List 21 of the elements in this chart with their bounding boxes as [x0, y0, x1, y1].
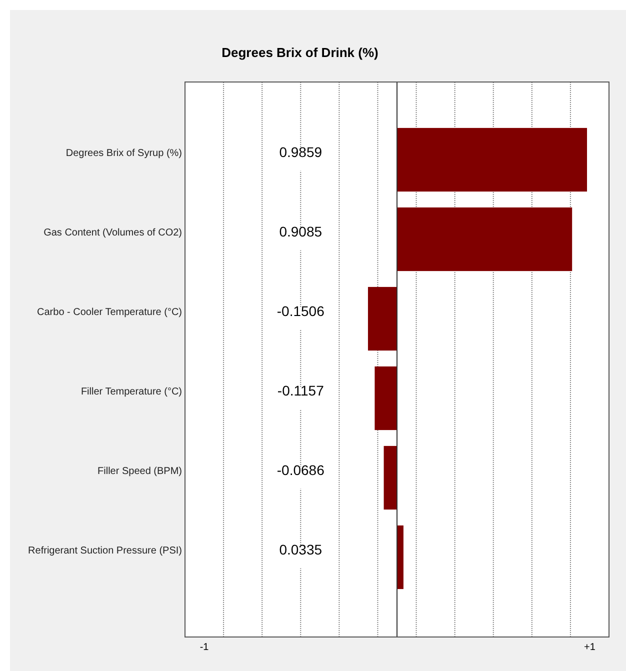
x-tick-label: -1	[200, 642, 210, 653]
data-label: -0.0686	[276, 462, 325, 478]
chart-title: Degrees Brix of Drink (%)	[222, 45, 378, 60]
x-tick-label: +1	[584, 642, 596, 653]
data-label: -0.1157	[277, 382, 324, 398]
bar	[374, 366, 397, 430]
bar	[397, 128, 588, 192]
data-label: 0.0335	[279, 541, 322, 558]
data-label: 0.9085	[279, 223, 322, 240]
y-tick-label: Carbo - Cooler Temperature (°C)	[37, 306, 182, 318]
data-label: 0.9859	[279, 144, 322, 160]
y-tick-label: Filler Temperature (°C)	[80, 386, 182, 398]
y-tick-label: Filler Speed (BPM)	[98, 466, 182, 477]
bar	[368, 286, 397, 351]
data-label: -0.1506	[276, 302, 325, 319]
bar	[384, 446, 397, 510]
bar	[397, 525, 404, 590]
y-tick-label: Degrees Brix of Syrup (%)	[66, 148, 182, 159]
y-tick-label: Gas Content (Volumes of CO2)	[44, 227, 182, 238]
bar	[397, 207, 572, 272]
y-tick-label: Refrigerant Suction Pressure (PSI)	[28, 545, 182, 556]
